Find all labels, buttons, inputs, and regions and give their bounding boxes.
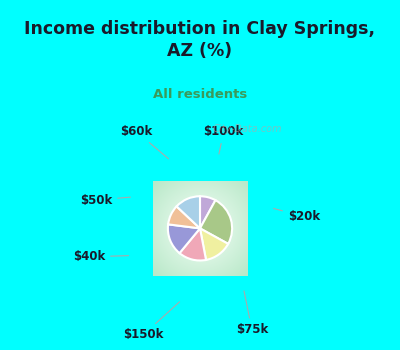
Wedge shape xyxy=(200,228,228,260)
Text: $75k: $75k xyxy=(236,291,268,336)
Text: $50k: $50k xyxy=(80,194,130,206)
Text: All residents: All residents xyxy=(153,88,247,101)
Wedge shape xyxy=(180,228,206,260)
Wedge shape xyxy=(168,206,200,228)
Text: Income distribution in Clay Springs,
AZ (%): Income distribution in Clay Springs, AZ … xyxy=(24,20,376,60)
Text: $100k: $100k xyxy=(204,125,244,154)
Wedge shape xyxy=(200,196,216,228)
Wedge shape xyxy=(176,196,200,228)
Text: $60k: $60k xyxy=(120,125,168,159)
Text: $20k: $20k xyxy=(274,209,320,223)
Text: $150k: $150k xyxy=(123,302,180,341)
Wedge shape xyxy=(200,200,232,244)
Text: $40k: $40k xyxy=(73,250,128,263)
Wedge shape xyxy=(168,224,200,253)
Text: City-Data.com: City-Data.com xyxy=(212,124,282,134)
